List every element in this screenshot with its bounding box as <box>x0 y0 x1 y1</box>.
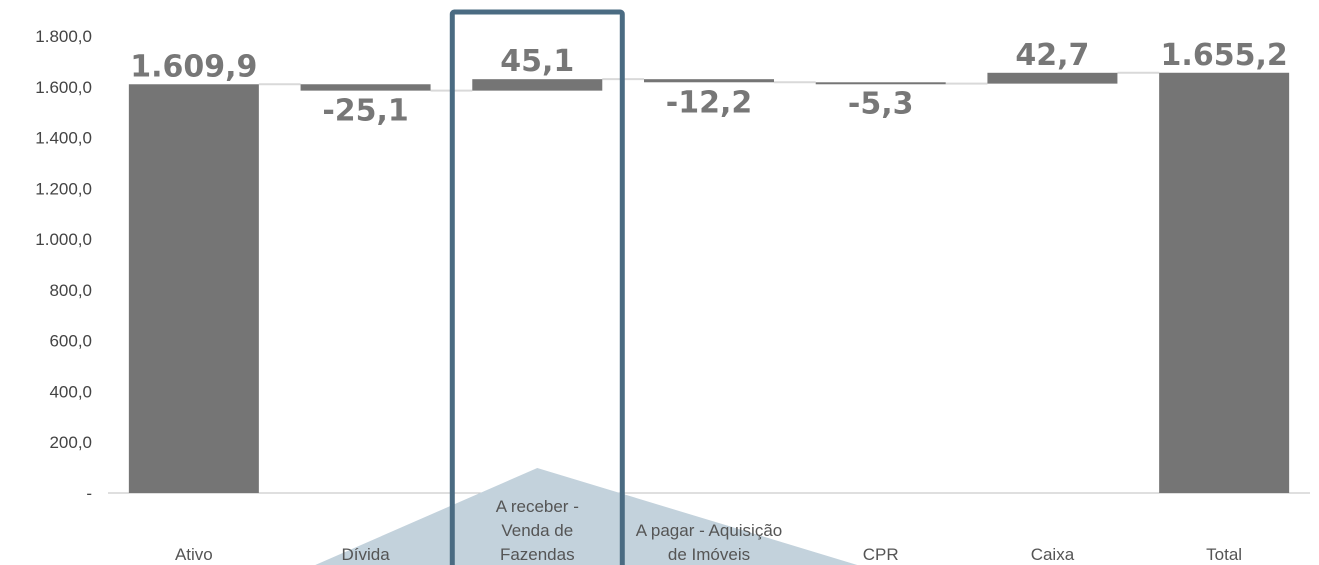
callout-layer <box>315 468 858 565</box>
bar <box>128 84 259 493</box>
x-category-label: CPR <box>863 545 899 564</box>
y-tick-label: 800,0 <box>49 281 92 300</box>
y-tick-label: 1.000,0 <box>35 230 92 249</box>
y-tick-label: 200,0 <box>49 433 92 452</box>
y-tick-label: 1.200,0 <box>35 179 92 198</box>
data-label: -25,1 <box>322 94 408 129</box>
y-tick-label: 1.800,0 <box>35 27 92 46</box>
axis-layer: - 200,0 400,0 600,0 800,0 1.000,0 1.200,0 1.400… <box>35 27 1310 503</box>
x-category-label: A pagar - Aquisição <box>636 521 782 540</box>
bar-layer <box>128 71 1290 493</box>
bar <box>472 79 603 91</box>
data-label: 45,1 <box>500 44 574 79</box>
data-label: 1.609,9 <box>130 49 257 84</box>
bar <box>1159 72 1290 493</box>
x-category-label: Caixa <box>1031 545 1075 564</box>
y-tick-label: 1.400,0 <box>35 129 92 148</box>
data-label: 1.655,2 <box>1161 38 1288 73</box>
data-label: -12,2 <box>666 85 752 120</box>
bar <box>300 84 431 91</box>
bar <box>815 82 946 85</box>
x-category-label: Venda de <box>501 521 573 540</box>
y-tick-label: 400,0 <box>49 382 92 401</box>
x-category-label: A receber - <box>496 497 579 516</box>
data-label: -5,3 <box>848 87 914 122</box>
y-tick-label: - <box>86 484 92 503</box>
callout-shape <box>315 468 858 565</box>
bar <box>644 79 774 83</box>
y-tick-label: 600,0 <box>49 332 92 351</box>
data-label: 42,7 <box>1015 38 1089 73</box>
bar <box>987 72 1118 84</box>
highlight-box <box>449 9 625 565</box>
x-category-label: Ativo <box>175 545 213 564</box>
x-category-label: Dívida <box>341 545 390 564</box>
x-category-label: Fazendas <box>500 545 575 564</box>
label-layer: 1.609,9 -25,1 45,1 -12,2 -5,3 42,7 1.655,2 Ativ… <box>130 9 1288 565</box>
y-tick-label: 1.600,0 <box>35 78 92 97</box>
x-category-label: Total <box>1206 545 1242 564</box>
x-category-label: de Imóveis <box>668 545 750 564</box>
